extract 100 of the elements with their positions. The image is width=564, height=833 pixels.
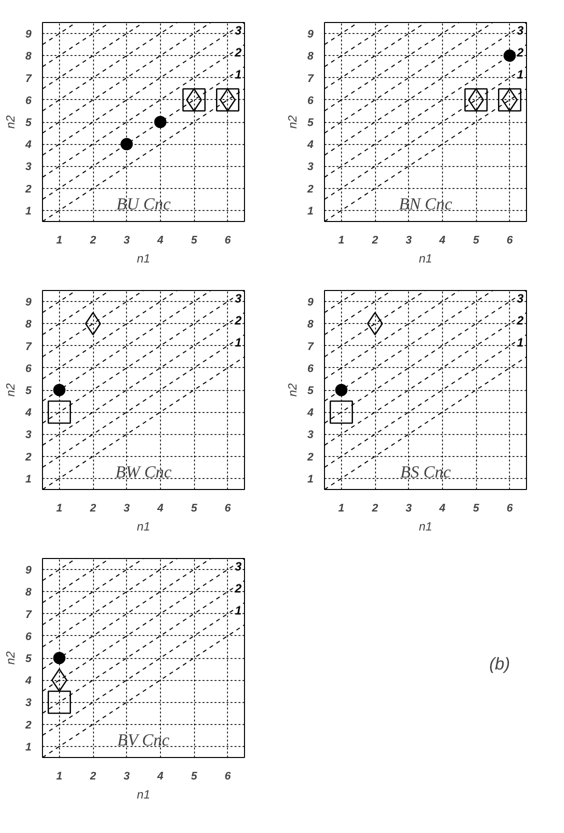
y-tick-label: 9 xyxy=(25,28,32,41)
y-tick-label: 4 xyxy=(24,139,32,152)
y-tick-label: 6 xyxy=(307,362,314,375)
x-tick-label: 5 xyxy=(472,234,480,246)
y-tick-label: 3 xyxy=(25,697,32,710)
text: (b) xyxy=(489,654,510,674)
x-tick-label: 1 xyxy=(56,770,62,782)
series-label: 1 xyxy=(516,68,524,82)
x-tick-label: 2 xyxy=(370,234,378,246)
x-tick-label: 3 xyxy=(124,770,130,782)
series-label: 2 xyxy=(516,314,524,328)
y-tick-label: 2 xyxy=(24,183,32,196)
y-tick-label: 3 xyxy=(25,429,32,442)
point xyxy=(120,138,133,150)
y-tick-label: 4 xyxy=(306,139,314,152)
y-tick-label: 3 xyxy=(25,161,32,174)
y-tick-label: 3 xyxy=(307,429,314,442)
x-tick-label: 3 xyxy=(406,502,412,514)
x-tick-label: 5 xyxy=(190,770,198,782)
series-label: 2 xyxy=(234,582,242,596)
annotation: BS Cnc xyxy=(400,462,452,482)
y-tick-label: 2 xyxy=(306,183,314,196)
x-tick-label: 1 xyxy=(56,234,62,246)
x-tick-label: 3 xyxy=(124,234,130,246)
y-tick-label: 4 xyxy=(306,407,314,420)
y-tick-label: 8 xyxy=(307,318,314,331)
x-tick-label: 3 xyxy=(124,502,130,514)
annotation: BW Cnc xyxy=(115,462,172,482)
point xyxy=(48,400,71,424)
y-tick-label: 9 xyxy=(25,564,32,577)
series-label: 2 xyxy=(234,46,242,60)
x-tick-label: 4 xyxy=(438,502,446,514)
annotation: BU Cnc xyxy=(116,194,172,214)
y-tick-label: 5 xyxy=(307,385,314,397)
series-label: 2 xyxy=(234,314,242,328)
x-tick-label: 6 xyxy=(506,502,514,514)
y-tick-label: 5 xyxy=(25,117,32,129)
series-label: 3 xyxy=(516,292,524,306)
y-tick-label: 7 xyxy=(25,72,32,85)
series-label: 1 xyxy=(234,604,242,618)
y-tick-label: 2 xyxy=(306,451,314,464)
x-tick-label: 5 xyxy=(190,234,198,246)
y-tick-label: 1 xyxy=(307,473,314,486)
x-tick-label: 6 xyxy=(224,770,232,782)
y-tick-label: 9 xyxy=(25,296,32,309)
y-tick-label: 6 xyxy=(307,94,314,107)
x-tick-label: 2 xyxy=(88,234,96,246)
y-tick-label: 5 xyxy=(25,653,32,665)
x-tick-label: 2 xyxy=(88,770,96,782)
x-tick-label: 1 xyxy=(338,502,344,514)
y-tick-label: 7 xyxy=(307,72,314,85)
y-tick-label: 1 xyxy=(307,205,314,218)
x-tick-label: 4 xyxy=(156,502,164,514)
y-axis-title: n2 xyxy=(3,115,18,129)
series-label: 1 xyxy=(516,336,524,350)
y-tick-label: 8 xyxy=(25,586,32,599)
x-tick-label: 4 xyxy=(438,234,446,246)
y-axis-title: n2 xyxy=(285,383,300,397)
y-tick-label: 8 xyxy=(307,50,314,63)
y-tick-label: 7 xyxy=(25,608,32,621)
series-label: 2 xyxy=(516,46,524,60)
y-tick-label: 3 xyxy=(307,161,314,174)
x-axis-title: n1 xyxy=(418,252,432,266)
series-label: 1 xyxy=(234,336,242,350)
y-axis-title: n2 xyxy=(3,383,18,397)
y-tick-label: 2 xyxy=(24,719,32,732)
y-tick-label: 6 xyxy=(25,362,32,375)
series-label: 3 xyxy=(234,24,242,38)
series-label: 3 xyxy=(234,560,242,574)
x-tick-label: 6 xyxy=(506,234,514,246)
point xyxy=(330,400,353,424)
x-axis-title: n1 xyxy=(136,252,150,266)
point xyxy=(53,384,66,396)
y-tick-label: 1 xyxy=(25,205,32,218)
x-tick-label: 1 xyxy=(338,234,344,246)
x-tick-label: 3 xyxy=(406,234,412,246)
x-tick-label: 6 xyxy=(224,234,232,246)
y-tick-label: 5 xyxy=(307,117,314,129)
x-tick-label: 5 xyxy=(472,502,480,514)
series-label: 1 xyxy=(234,68,242,82)
series-label: 3 xyxy=(516,24,524,38)
y-tick-label: 6 xyxy=(25,630,32,643)
x-axis-title: n1 xyxy=(136,520,150,534)
annotation: BV Cnc xyxy=(117,730,170,750)
y-tick-label: 8 xyxy=(25,50,32,63)
point xyxy=(154,116,166,128)
y-tick-label: 4 xyxy=(24,407,32,420)
y-axis-title: n2 xyxy=(285,115,300,129)
y-tick-label: 6 xyxy=(25,94,32,107)
y-axis-title: n2 xyxy=(3,651,18,665)
x-tick-label: 2 xyxy=(370,502,378,514)
y-tick-label: 9 xyxy=(307,296,314,309)
x-tick-label: 4 xyxy=(156,770,164,782)
y-tick-label: 1 xyxy=(25,741,32,754)
annotation: BN Cnc xyxy=(398,194,453,214)
y-tick-label: 9 xyxy=(307,28,314,41)
x-axis-title: n1 xyxy=(136,788,150,802)
x-tick-label: 4 xyxy=(156,234,164,246)
x-tick-label: 6 xyxy=(224,502,232,514)
series-label: 3 xyxy=(234,292,242,306)
